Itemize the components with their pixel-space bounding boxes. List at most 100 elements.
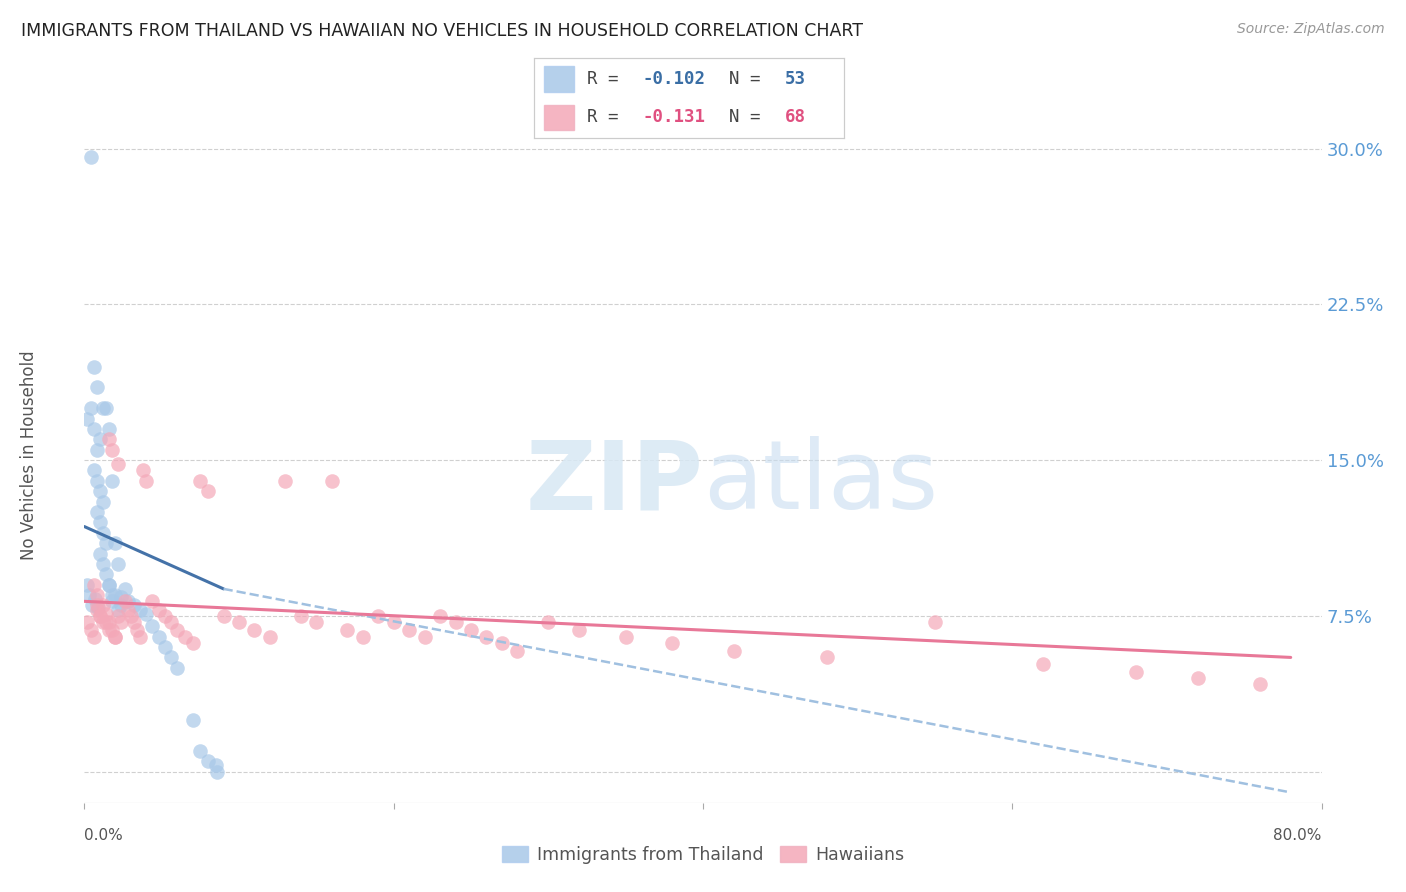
- Point: [160, 650, 183, 665]
- Point: [129, 602, 152, 616]
- Point: [228, 615, 250, 629]
- Point: [107, 608, 129, 623]
- Text: N =: N =: [730, 70, 770, 87]
- Point: [98, 624, 121, 638]
- Point: [924, 615, 946, 629]
- Text: R =: R =: [586, 109, 628, 127]
- Point: [98, 422, 121, 436]
- Point: [188, 744, 212, 758]
- Point: [122, 599, 145, 613]
- Point: [89, 547, 111, 561]
- Point: [76, 615, 98, 629]
- Bar: [544, 66, 575, 92]
- Point: [197, 754, 219, 768]
- Point: [94, 567, 117, 582]
- Point: [83, 578, 105, 592]
- Point: [188, 474, 212, 488]
- Bar: [544, 104, 575, 130]
- Point: [104, 536, 127, 550]
- Point: [91, 494, 114, 508]
- Point: [568, 624, 591, 638]
- Text: 53: 53: [785, 70, 806, 87]
- Point: [83, 359, 105, 374]
- Point: [86, 474, 108, 488]
- Point: [135, 474, 157, 488]
- Point: [101, 624, 124, 638]
- Point: [117, 602, 139, 616]
- Point: [125, 624, 148, 638]
- Point: [129, 630, 152, 644]
- Point: [94, 607, 117, 621]
- Point: [243, 624, 266, 638]
- Point: [83, 630, 105, 644]
- Point: [94, 401, 117, 416]
- Point: [89, 608, 111, 623]
- Point: [181, 713, 204, 727]
- Point: [104, 630, 127, 644]
- Point: [398, 624, 420, 638]
- Point: [290, 608, 312, 623]
- Point: [367, 608, 389, 623]
- Text: R =: R =: [586, 70, 628, 87]
- Point: [661, 636, 683, 650]
- Point: [94, 615, 117, 629]
- Text: 80.0%: 80.0%: [1274, 828, 1322, 843]
- Point: [148, 602, 170, 616]
- Text: 68: 68: [785, 109, 806, 127]
- Point: [321, 474, 343, 488]
- Point: [110, 590, 132, 604]
- Point: [352, 630, 374, 644]
- Point: [141, 619, 163, 633]
- Text: No Vehicles in Household: No Vehicles in Household: [20, 350, 38, 560]
- Point: [160, 615, 183, 629]
- Point: [207, 764, 229, 779]
- Point: [815, 650, 838, 665]
- Point: [76, 578, 98, 592]
- Point: [104, 588, 127, 602]
- Point: [86, 602, 108, 616]
- Point: [153, 608, 176, 623]
- Point: [98, 578, 121, 592]
- Point: [114, 582, 136, 596]
- Point: [107, 457, 129, 471]
- Point: [86, 442, 108, 457]
- Point: [86, 380, 108, 394]
- Point: [89, 484, 111, 499]
- Point: [382, 615, 405, 629]
- Point: [86, 599, 108, 613]
- Point: [86, 505, 108, 519]
- Point: [110, 599, 132, 613]
- Point: [101, 474, 124, 488]
- Point: [429, 608, 451, 623]
- Point: [120, 608, 142, 623]
- Legend: Immigrants from Thailand, Hawaiians: Immigrants from Thailand, Hawaiians: [495, 838, 911, 871]
- Point: [98, 615, 121, 629]
- Point: [614, 630, 637, 644]
- Point: [76, 411, 98, 425]
- Point: [79, 150, 101, 164]
- Point: [91, 557, 114, 571]
- Point: [107, 602, 129, 616]
- Point: [181, 636, 204, 650]
- Point: [506, 644, 529, 658]
- Point: [98, 433, 121, 447]
- Point: [174, 630, 197, 644]
- Text: -0.131: -0.131: [643, 109, 706, 127]
- Point: [89, 516, 111, 530]
- Text: -0.102: -0.102: [643, 70, 706, 87]
- Point: [274, 474, 297, 488]
- Point: [205, 758, 228, 772]
- Point: [166, 661, 188, 675]
- Point: [723, 644, 745, 658]
- Point: [104, 630, 127, 644]
- Point: [91, 599, 114, 613]
- Point: [77, 588, 100, 602]
- Point: [91, 525, 114, 540]
- Point: [87, 600, 110, 615]
- Point: [1125, 665, 1147, 679]
- Point: [91, 615, 114, 629]
- Point: [98, 578, 121, 592]
- Point: [460, 624, 482, 638]
- Point: [89, 433, 111, 447]
- Point: [101, 442, 124, 457]
